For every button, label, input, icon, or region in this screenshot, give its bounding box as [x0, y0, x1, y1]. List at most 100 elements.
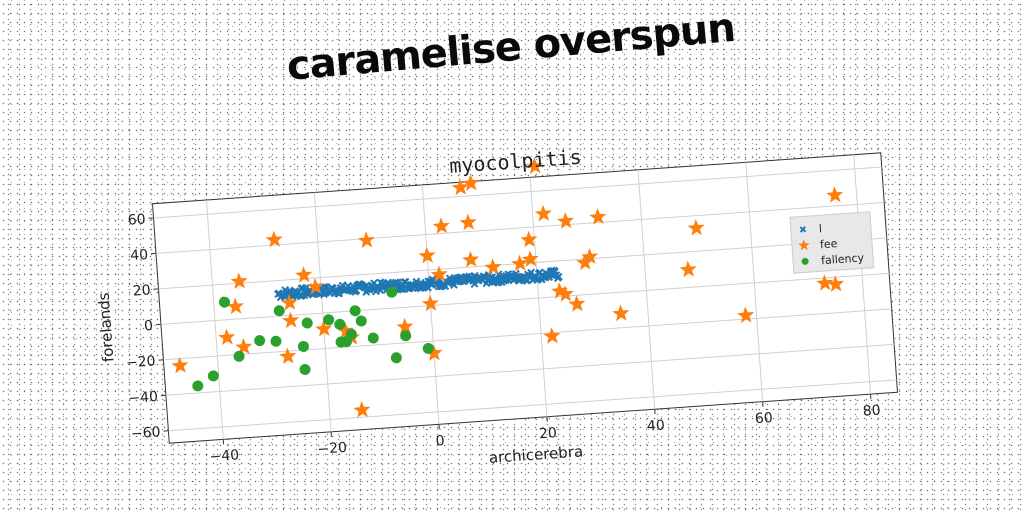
- data-point: [279, 347, 297, 365]
- data-point: [418, 246, 436, 264]
- data-point: [511, 254, 529, 272]
- data-point: [230, 272, 248, 290]
- data-points: [171, 157, 845, 418]
- chart-plot-group: −40 −20 0 20 40 60 80 −60 −40 −20 0 20 40 60 myocolpi…: [95, 145, 899, 467]
- data-point: [357, 231, 375, 249]
- data-point: [265, 230, 283, 248]
- data-point: [386, 286, 398, 298]
- data-point: [334, 318, 346, 330]
- data-point: [470, 279, 479, 289]
- x-tick-label: 0: [435, 433, 445, 450]
- data-point: [367, 332, 379, 344]
- data-point: [484, 258, 502, 275]
- data-point: [218, 296, 230, 308]
- y-gridline: [163, 308, 892, 361]
- y-gridline: [153, 166, 882, 219]
- data-point: [425, 344, 443, 362]
- data-point: [581, 247, 599, 265]
- y-tick-label: 0: [144, 318, 154, 335]
- ticks: −40 −20 0 20 40 60 80 −60 −40 −20 0 20 40 60: [125, 212, 881, 466]
- chart-title: myocolpitis: [449, 145, 583, 178]
- x-tick-label: 40: [646, 418, 665, 435]
- data-point: [273, 305, 285, 317]
- data-point: [218, 328, 236, 346]
- legend-marker: [799, 226, 807, 233]
- plot-frame: [151, 152, 899, 444]
- data-point: [315, 320, 333, 337]
- data-point: [827, 275, 845, 292]
- data-point: [301, 317, 313, 329]
- x-gridline: [529, 177, 548, 417]
- data-point: [423, 283, 432, 292]
- data-point: [462, 250, 480, 268]
- legend-marker: [798, 239, 810, 251]
- y-gridline: [160, 272, 890, 325]
- data-point: [521, 250, 539, 267]
- x-tick-label: 20: [539, 425, 558, 442]
- data-point: [306, 277, 324, 295]
- data-point: [826, 186, 844, 203]
- x-gridline: [637, 169, 656, 410]
- data-point: [556, 285, 574, 302]
- data-point: [430, 265, 448, 283]
- y-gridline: [165, 343, 895, 396]
- data-point: [254, 335, 266, 347]
- y-gridline: [168, 379, 897, 432]
- y-axis-label: forelands: [95, 292, 118, 363]
- data-point: [534, 204, 552, 222]
- data-point: [576, 253, 594, 271]
- data-point: [554, 272, 563, 281]
- x-gridline: [205, 199, 224, 440]
- data-point: [192, 380, 204, 392]
- x-gridline: [745, 162, 764, 402]
- data-point: [543, 327, 561, 344]
- data-point: [679, 260, 697, 278]
- data-point: [568, 295, 586, 312]
- data-point: [282, 311, 300, 329]
- data-point: [612, 304, 630, 322]
- x-tick-label: −20: [317, 440, 348, 458]
- y-tick-label: 20: [132, 282, 151, 299]
- data-point: [396, 317, 414, 335]
- x-gridline: [313, 192, 332, 432]
- data-point: [355, 315, 367, 327]
- data-point: [349, 305, 361, 317]
- data-point: [421, 294, 439, 312]
- data-point: [462, 174, 480, 191]
- data-point: [171, 356, 189, 374]
- series-l: [274, 266, 563, 302]
- series-fallency: [192, 286, 434, 392]
- data-point: [299, 364, 311, 376]
- legend-marker: [801, 257, 809, 265]
- data-point: [295, 266, 313, 283]
- legend-label: l: [818, 222, 822, 235]
- data-point: [390, 352, 402, 364]
- y-tick-label: 40: [130, 247, 149, 264]
- y-tick-label: −40: [128, 389, 159, 407]
- legend-label: fee: [820, 237, 839, 251]
- data-point: [459, 213, 477, 231]
- grid: [153, 154, 897, 440]
- data-point: [400, 330, 412, 342]
- legend-label: fallency: [821, 251, 865, 267]
- data-point: [520, 230, 538, 248]
- x-tick-label: −40: [209, 447, 240, 465]
- data-point: [384, 278, 393, 287]
- x-tick-label: 80: [862, 402, 881, 419]
- legend-box: [789, 211, 875, 274]
- data-point: [226, 297, 244, 315]
- data-point: [323, 314, 335, 326]
- data-point: [235, 338, 253, 355]
- y-tick-label: −20: [125, 353, 156, 371]
- data-point: [297, 340, 309, 352]
- data-point: [451, 178, 469, 196]
- data-point: [816, 274, 834, 291]
- y-tick-label: −60: [130, 424, 161, 442]
- data-point: [526, 157, 544, 174]
- data-point: [687, 219, 705, 236]
- data-point: [270, 335, 282, 347]
- data-point: [280, 293, 298, 311]
- data-point: [391, 278, 400, 287]
- x-tick-label: 60: [754, 410, 773, 427]
